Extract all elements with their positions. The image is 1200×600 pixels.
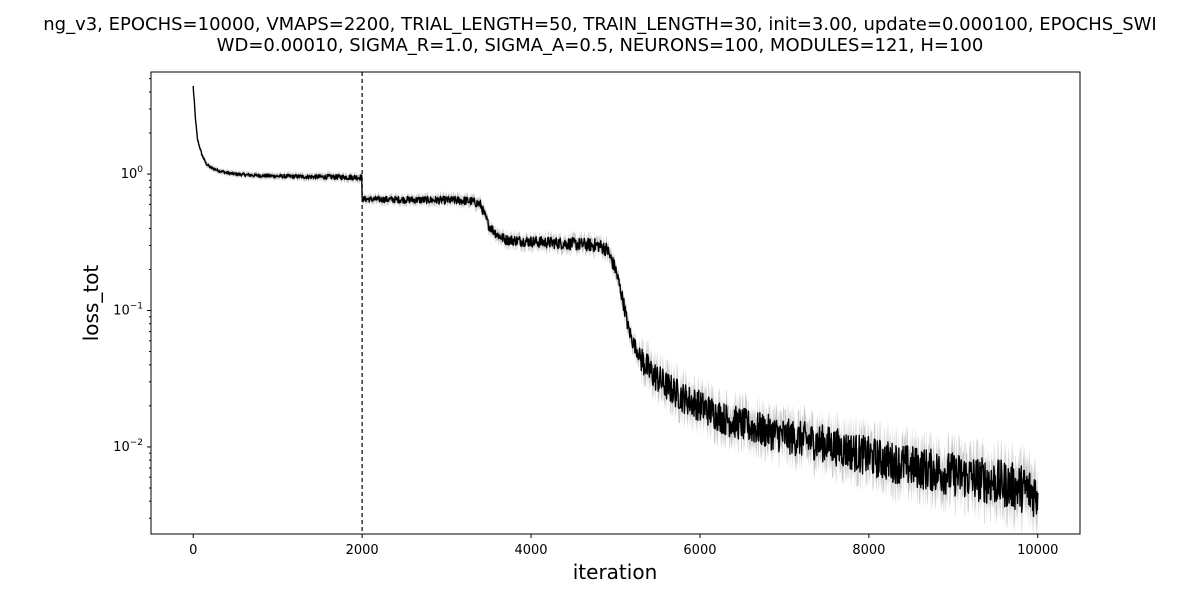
series-band-group	[193, 83, 1038, 540]
series-uncertainty-band	[193, 83, 1038, 540]
x-tick-label: 2000	[346, 543, 379, 558]
y-axis-ticks: 10−2 10−1 100	[113, 78, 151, 519]
x-tick-label: 6000	[683, 543, 716, 558]
y-axis-label: loss_tot	[79, 265, 103, 342]
chart-title-line-1: ng_v3, EPOCHS=10000, VMAPS=2200, TRIAL_L…	[43, 14, 1157, 35]
x-axis-label: iteration	[573, 560, 658, 584]
chart-title-line-2: WD=0.00010, SIGMA_R=1.0, SIGMA_A=0.5, NE…	[217, 35, 984, 56]
x-tick-label: 0	[189, 543, 197, 558]
series-line-group	[192, 85, 1039, 518]
plot-area-frame	[150, 71, 1081, 535]
x-tick-label: 10000	[1017, 543, 1058, 558]
y-tick-label: 10−1	[113, 301, 143, 318]
y-tick-label: 100	[121, 165, 144, 182]
x-tick-label: 8000	[852, 543, 885, 558]
x-tick-label: 4000	[514, 543, 547, 558]
series-line	[192, 85, 1039, 518]
x-axis-ticks: 0 2000 4000 6000 8000 10000	[189, 534, 1058, 558]
y-tick-label: 10−2	[113, 438, 143, 455]
